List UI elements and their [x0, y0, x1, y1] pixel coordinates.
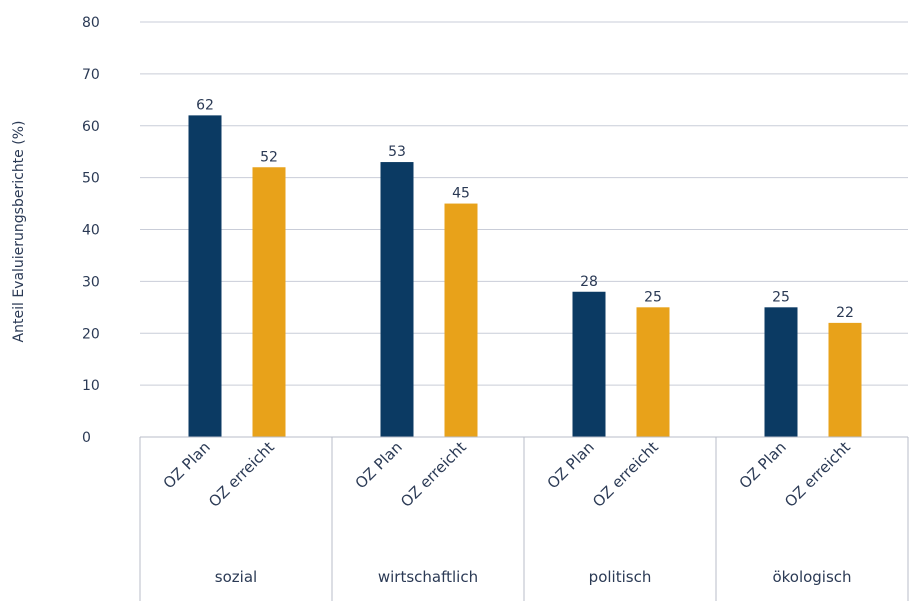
- y-tick-label: 70: [82, 67, 100, 83]
- data-label: 53: [388, 144, 406, 160]
- bar-sozial-1: [252, 167, 286, 437]
- data-label: 62: [196, 97, 214, 113]
- bar-politisch-0: [572, 291, 606, 437]
- y-tick-label: 10: [82, 378, 100, 394]
- x-series-label: OZ erreicht: [205, 438, 278, 511]
- y-axis-ticks: 0 10 20 30 40 50 60 70 80: [82, 15, 100, 446]
- data-label: 25: [644, 289, 662, 305]
- x-series-label: OZ Plan: [160, 438, 214, 492]
- x-series-label: OZ erreicht: [781, 438, 854, 511]
- x-series-label: OZ Plan: [544, 438, 598, 492]
- bar-wirtschaftlich-1: [444, 203, 478, 437]
- data-label: 22: [836, 305, 854, 321]
- x-series-label: OZ erreicht: [397, 438, 470, 511]
- bars: [188, 115, 862, 437]
- data-label: 28: [580, 274, 598, 290]
- y-tick-label: 30: [82, 274, 100, 290]
- data-label: 25: [772, 289, 790, 305]
- data-label: 52: [260, 149, 278, 165]
- y-tick-label: 50: [82, 171, 100, 187]
- bar-wirtschaftlich-0: [380, 162, 414, 437]
- y-tick-label: 80: [82, 15, 100, 31]
- y-tick-label: 20: [82, 326, 100, 342]
- bar-ökologisch-0: [764, 307, 798, 437]
- x-series-label: OZ Plan: [352, 438, 406, 492]
- y-tick-label: 0: [82, 430, 91, 446]
- value-labels: 62 52 53 45 28 25 25 22: [196, 97, 854, 321]
- x-group-label: sozial: [215, 568, 257, 586]
- x-group-label: wirtschaftlich: [378, 568, 478, 586]
- y-axis-label: Anteil Evaluierungsberichte (%): [11, 121, 27, 343]
- x-group-label: politisch: [589, 568, 652, 586]
- x-series-label: OZ Plan: [736, 438, 790, 492]
- bar-sozial-0: [188, 115, 222, 437]
- data-label: 45: [452, 186, 470, 202]
- y-tick-label: 40: [82, 223, 100, 239]
- bar-ökologisch-1: [828, 322, 862, 437]
- x-group-label: ökologisch: [772, 568, 851, 586]
- x-series-label: OZ erreicht: [589, 438, 662, 511]
- bar-politisch-1: [636, 307, 670, 437]
- y-tick-label: 60: [82, 119, 100, 135]
